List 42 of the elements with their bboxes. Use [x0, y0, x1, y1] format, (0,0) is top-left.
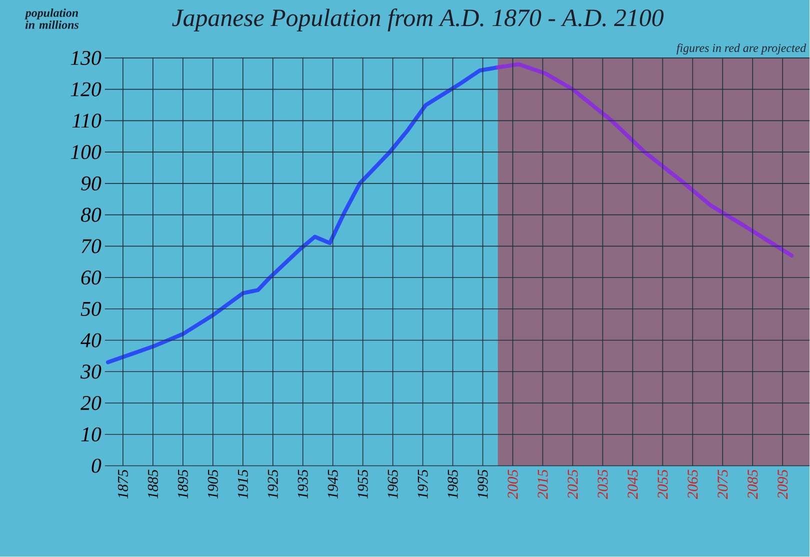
x-tick-label: 1935 — [298, 470, 308, 499]
band-label: figures in red are projected — [676, 44, 806, 55]
x-tick-label: 1895 — [178, 470, 188, 499]
y-tick-label: 90 — [81, 176, 102, 191]
x-tick-label: 1915 — [238, 470, 248, 499]
y-tick-label: 80 — [80, 208, 102, 222]
x-tick-label: 2035 — [598, 470, 608, 500]
x-tick-label: 2045 — [628, 470, 638, 500]
x-tick-label: 1975 — [418, 470, 428, 499]
line-series — [496, 62, 794, 258]
x-tick-label: 2015 — [538, 470, 548, 500]
chart-title: Japanese Population from A.D. 1870 - A.D. 2100 — [172, 8, 664, 32]
line-series — [106, 66, 500, 364]
x-tick-label: 1925 — [268, 470, 278, 499]
x-tick-label: 1885 — [148, 470, 158, 499]
y-tick-label: 120 — [70, 82, 102, 97]
x-tick-label: 1955 — [358, 470, 368, 499]
x-tick-label: 1965 — [388, 470, 398, 499]
y-tick-label: 30 — [80, 364, 102, 379]
x-tick-label: 2055 — [658, 470, 668, 500]
y-tick-label: 40 — [80, 333, 102, 348]
y-tick-label: 100 — [70, 145, 102, 160]
x-tick-label: 2025 — [568, 470, 578, 500]
y-tick-label: 0 — [92, 458, 102, 473]
y-tick-label: 20 — [80, 396, 102, 410]
x-tick-label: 1985 — [448, 470, 458, 499]
y-tick-label: 130 — [70, 51, 102, 66]
y-tick-label: 110 — [72, 114, 102, 128]
x-tick-label: 1945 — [328, 470, 338, 499]
x-tick-label: 1875 — [118, 470, 128, 499]
x-tick-label: 2075 — [718, 470, 728, 500]
x-tick-label: 1905 — [208, 470, 218, 499]
y-tick-label: 60 — [81, 270, 102, 285]
x-tick-label: 2065 — [688, 470, 698, 500]
y-axis-title: population in millions — [24, 8, 79, 29]
x-tick-label: 2095 — [778, 470, 788, 500]
x-tick-label: 2005 — [508, 470, 518, 500]
y-tick-label: 70 — [82, 239, 102, 254]
x-tick-label: 1995 — [478, 470, 488, 499]
x-tick-label: 2085 — [748, 470, 758, 500]
y-tick-label: 50 — [80, 302, 102, 316]
y-tick-label: 10 — [81, 427, 102, 442]
